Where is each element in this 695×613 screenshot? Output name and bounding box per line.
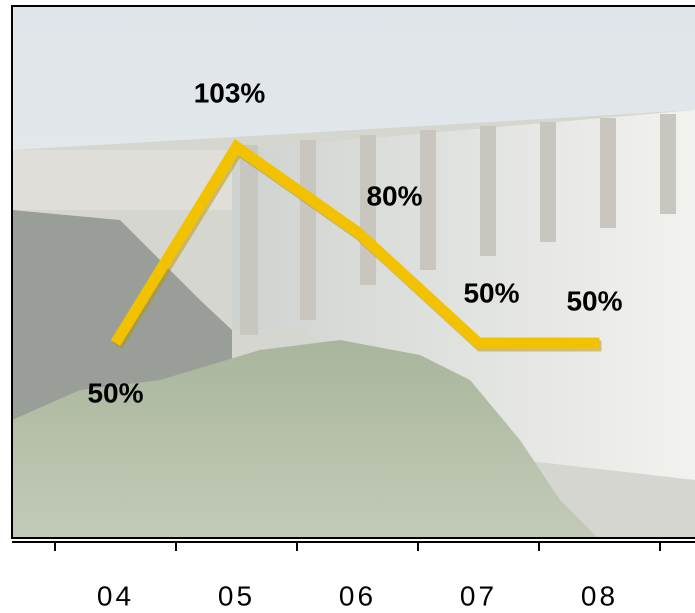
data-label: 50% bbox=[87, 377, 143, 408]
x-tick-label: 04 bbox=[97, 580, 134, 611]
x-tick-label: 05 bbox=[218, 580, 255, 611]
x-tick-label: 06 bbox=[339, 580, 376, 611]
x-tick-label: 08 bbox=[581, 580, 618, 611]
line bbox=[110, 139, 600, 349]
data-label: 50% bbox=[463, 277, 519, 308]
plot-frame bbox=[11, 5, 695, 539]
data-label: 50% bbox=[566, 285, 622, 316]
data-label: 80% bbox=[366, 180, 422, 211]
data-label: 103% bbox=[194, 77, 266, 108]
background-photo bbox=[12, 6, 695, 538]
x-tick-label: 07 bbox=[460, 580, 497, 611]
